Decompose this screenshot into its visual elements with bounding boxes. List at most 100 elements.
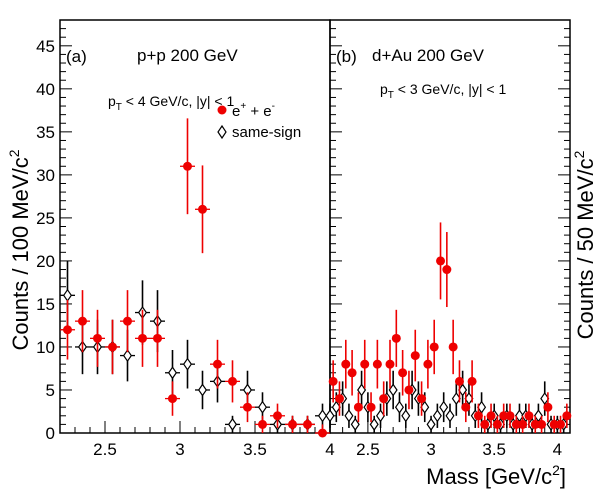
data-point-opposite-sign (467, 376, 477, 386)
data-point-opposite-sign (360, 359, 370, 369)
x-tick-label: 3.5 (243, 440, 267, 459)
y-axis-title-right: Counts / 50 MeV/c2 (571, 150, 598, 339)
data-point-opposite-sign (183, 161, 192, 171)
data-point-opposite-sign (341, 359, 351, 369)
panel-b-title: d+Au 200 GeV (372, 46, 485, 65)
x-tick-label: 2.5 (356, 440, 380, 459)
data-point-opposite-sign (258, 419, 267, 429)
y-tick-label: 10 (36, 338, 55, 357)
data-point-opposite-sign (486, 411, 496, 421)
data-point-opposite-sign (417, 394, 427, 404)
legend-label-opposite: e+ + e- (232, 101, 275, 120)
data-point-opposite-sign (318, 428, 327, 438)
data-point-same-sign (227, 417, 238, 431)
data-point-same-sign (350, 417, 360, 431)
data-point-same-sign (394, 400, 405, 414)
data-point-opposite-sign (153, 333, 162, 343)
data-point-opposite-sign (556, 419, 566, 429)
data-point-opposite-sign (334, 394, 344, 404)
data-point-opposite-sign (524, 411, 534, 421)
data-point-opposite-sign (213, 359, 222, 369)
data-point-opposite-sign (410, 351, 420, 361)
panel-b-cut: pT < 3 GeV/c, |y| < 1 (380, 81, 506, 101)
y-tick-label: 30 (36, 166, 55, 185)
data-point-opposite-sign (273, 411, 282, 421)
data-point-opposite-sign (63, 325, 72, 335)
y-tick-label: 5 (46, 381, 55, 400)
data-point-same-sign (369, 417, 379, 431)
x-tick-label: 4 (553, 440, 562, 459)
data-point-same-sign (62, 288, 73, 302)
panel-a-label: (a) (66, 47, 87, 66)
data-point-same-sign (317, 409, 328, 423)
data-point-opposite-sign (303, 419, 312, 429)
legend-marker-same (217, 124, 227, 140)
data-point-same-sign (432, 409, 442, 423)
data-point-opposite-sign (385, 359, 395, 369)
data-point-same-sign (257, 400, 268, 414)
data-point-opposite-sign (243, 402, 252, 412)
data-point-opposite-sign (168, 394, 177, 404)
y-tick-label: 20 (36, 252, 55, 271)
data-point-opposite-sign (347, 368, 357, 378)
data-point-opposite-sign (511, 419, 521, 429)
data-point-opposite-sign (404, 385, 414, 395)
data-point-same-sign (344, 409, 354, 423)
data-point-same-sign (445, 409, 455, 423)
x-tick-label: 4 (325, 440, 334, 459)
data-point-opposite-sign (398, 368, 408, 378)
data-point-same-sign (401, 409, 411, 423)
data-point-same-sign (167, 366, 178, 380)
data-point-same-sign (439, 400, 449, 414)
data-point-same-sign (197, 383, 208, 397)
panel-b-label: (b) (336, 47, 357, 66)
data-point-opposite-sign (537, 419, 547, 429)
y-tick-label: 25 (36, 209, 55, 228)
data-point-opposite-sign (473, 411, 483, 421)
data-point-opposite-sign (328, 376, 338, 386)
data-point-opposite-sign (549, 419, 559, 429)
data-point-opposite-sign (379, 394, 389, 404)
y-tick-label: 0 (46, 424, 55, 443)
data-point-same-sign (182, 357, 193, 371)
data-point-opposite-sign (461, 402, 471, 412)
data-point-opposite-sign (530, 419, 540, 429)
data-point-opposite-sign (505, 411, 515, 421)
legend: e+ + e- same-sign (217, 101, 301, 141)
panel-a-data (60, 118, 330, 438)
panel-a-title: p+p 200 GeV (137, 46, 238, 65)
data-point-same-sign (426, 417, 436, 431)
data-point-opposite-sign (366, 402, 376, 412)
y-axis-title-left: Counts / 100 MeV/c2 (6, 149, 33, 350)
y-tick-label: 45 (36, 37, 55, 56)
data-point-opposite-sign (353, 402, 363, 412)
x-tick-label: 3 (175, 440, 184, 459)
y-tick-label: 35 (36, 123, 55, 142)
data-point-opposite-sign (198, 204, 207, 214)
panel-a-frame (59, 19, 331, 434)
data-point-opposite-sign (123, 316, 132, 326)
panel-a-cut: pT < 4 GeV/c, |y| < 1 (108, 93, 234, 113)
data-point-opposite-sign (480, 419, 490, 429)
data-point-opposite-sign (423, 359, 433, 369)
data-point-opposite-sign (436, 256, 446, 266)
data-point-opposite-sign (518, 419, 528, 429)
data-point-opposite-sign (499, 411, 509, 421)
data-point-opposite-sign (228, 376, 237, 386)
y-tick-label: 40 (36, 80, 55, 99)
x-axis-title: Mass [GeV/c2] (426, 462, 566, 489)
data-point-same-sign (325, 409, 335, 423)
x-tick-label: 3 (426, 440, 435, 459)
data-point-opposite-sign (93, 333, 102, 343)
data-point-opposite-sign (288, 419, 297, 429)
data-point-opposite-sign (562, 411, 572, 421)
data-point-opposite-sign (138, 333, 147, 343)
data-point-same-sign (122, 349, 133, 363)
legend-label-same: same-sign (232, 124, 301, 141)
x-tick-label: 2.5 (93, 440, 117, 459)
data-point-opposite-sign (543, 402, 553, 412)
x-tick-label: 3.5 (482, 440, 506, 459)
data-point-opposite-sign (391, 333, 401, 343)
data-point-opposite-sign (78, 316, 87, 326)
